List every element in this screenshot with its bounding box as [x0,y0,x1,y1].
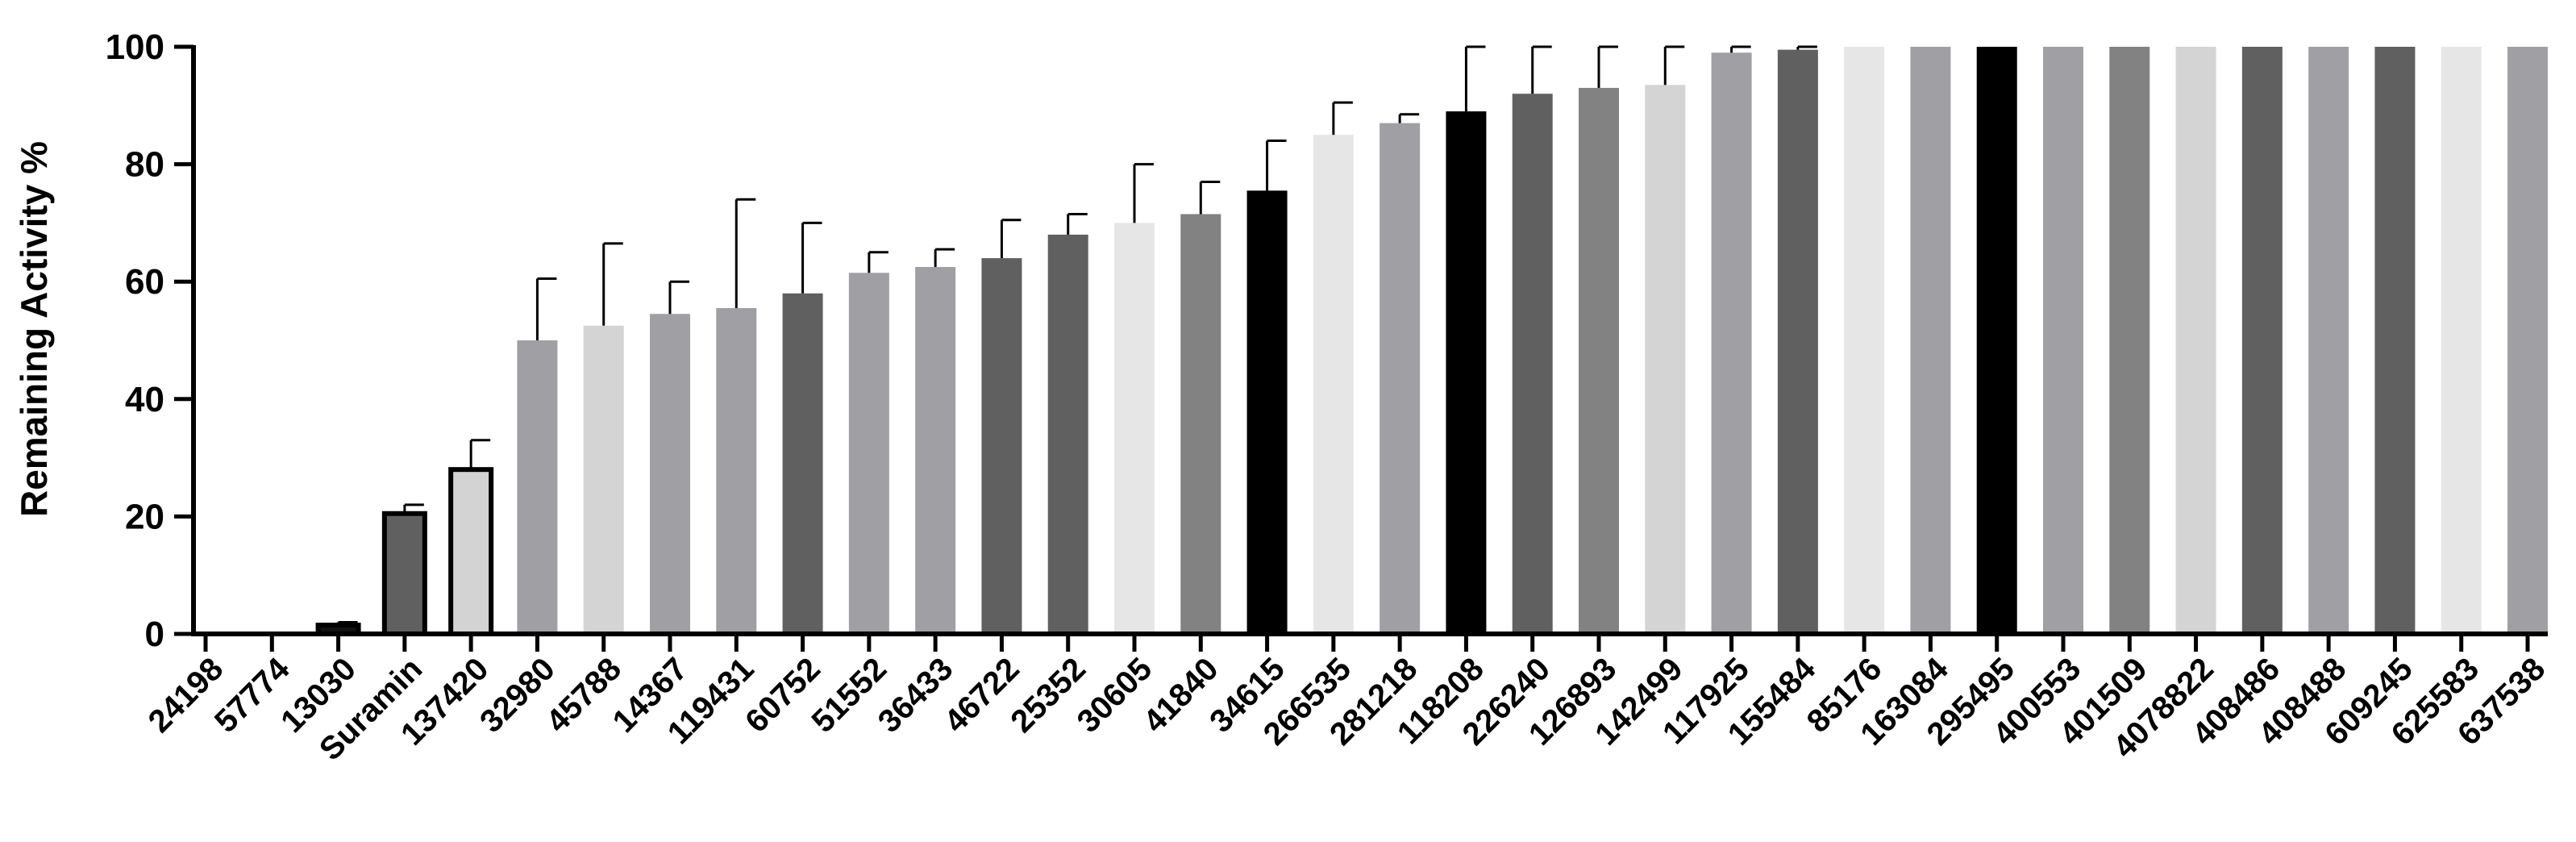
error-bar-45788 [602,242,623,326]
error-bar-266535 [1332,101,1353,135]
x-labels-group: 241985777413030Suramin137420329804578814… [142,651,2553,768]
error-bar-117925 [1730,45,1751,53]
error-bar-281218 [1398,113,1420,123]
error-bar-36433 [934,248,955,267]
bar-266535 [1313,135,1354,634]
bar-85176 [1844,47,1885,634]
y-tick-label: 80 [125,145,164,185]
x-tick-label: 30605 [1071,651,1159,740]
error-bar-142499 [1663,45,1685,85]
bar-281218 [1380,123,1421,634]
x-tick-label: 60752 [739,651,827,740]
error-bar-Suramin [403,503,424,514]
bar-36433 [915,267,956,634]
bar-155484 [1777,49,1818,634]
bar-60752 [782,293,823,634]
bar-4078822 [2175,47,2216,634]
y-tick-label: 40 [125,380,164,419]
y-tick-label: 100 [106,27,164,67]
error-bar-13030 [337,620,358,626]
bar-295495 [1976,47,2017,634]
y-axis-label: Remaining Activity % [13,141,55,517]
axes-group [191,45,2548,652]
y-tick-label: 0 [145,615,164,654]
bar-142499 [1645,85,1686,634]
bar-25352 [1047,234,1088,634]
error-bars-group [337,45,1817,626]
bar-119431 [716,307,757,634]
bar-137420 [448,467,494,636]
error-bar-126893 [1597,45,1618,88]
bar-46722 [981,258,1022,634]
y-tick-label: 60 [125,262,164,302]
error-bar-25352 [1067,212,1088,235]
bar-226240 [1512,94,1553,635]
bar-637538 [2507,47,2548,634]
x-tick-label: 46722 [938,651,1026,740]
bar-118208 [1446,111,1487,634]
y-ticks-group: 0 20 40 60 80 100 [106,27,194,654]
bar-Suramin [381,511,427,637]
x-tick-label: 24198 [142,651,231,740]
bar-41840 [1180,214,1221,635]
error-bar-119431 [735,198,756,308]
bar-117925 [1711,52,1752,634]
bar-609245 [2374,47,2416,634]
error-bar-41840 [1199,180,1221,215]
x-tick-label: 51552 [805,651,893,740]
bar-45788 [583,325,624,634]
error-bar-226240 [1531,45,1552,94]
bars-group [315,47,2548,637]
error-bar-51552 [868,251,888,273]
error-bar-155484 [1796,45,1817,50]
bar-400553 [2043,47,2083,634]
x-tick-label: 45788 [539,651,628,740]
bar-163084 [1910,47,1951,634]
bar-408488 [2308,47,2349,634]
bar-625583 [2441,47,2482,634]
error-bar-32980 [535,277,557,340]
error-bar-30605 [1133,163,1154,223]
bar-30605 [1114,223,1155,634]
y-tick-label: 20 [125,497,164,536]
bar-32980 [517,340,558,634]
bar-126893 [1579,87,1619,634]
bar-14367 [650,314,690,634]
bar-34615 [1246,190,1288,635]
error-bar-14367 [668,280,689,315]
bar-401509 [2109,47,2150,634]
error-bar-118208 [1464,45,1486,112]
error-bar-46722 [1000,219,1022,259]
bar-408486 [2241,47,2283,634]
x-tick-label: 41840 [1137,651,1226,740]
error-bar-137420 [469,439,491,470]
error-bar-60752 [801,221,822,294]
x-tick-label: 25352 [1004,651,1092,740]
x-tick-label: 32980 [473,651,562,740]
bar-51552 [848,273,889,634]
error-bar-34615 [1266,139,1287,191]
x-tick-label: 57774 [208,651,297,740]
x-tick-label: 36433 [872,651,960,740]
